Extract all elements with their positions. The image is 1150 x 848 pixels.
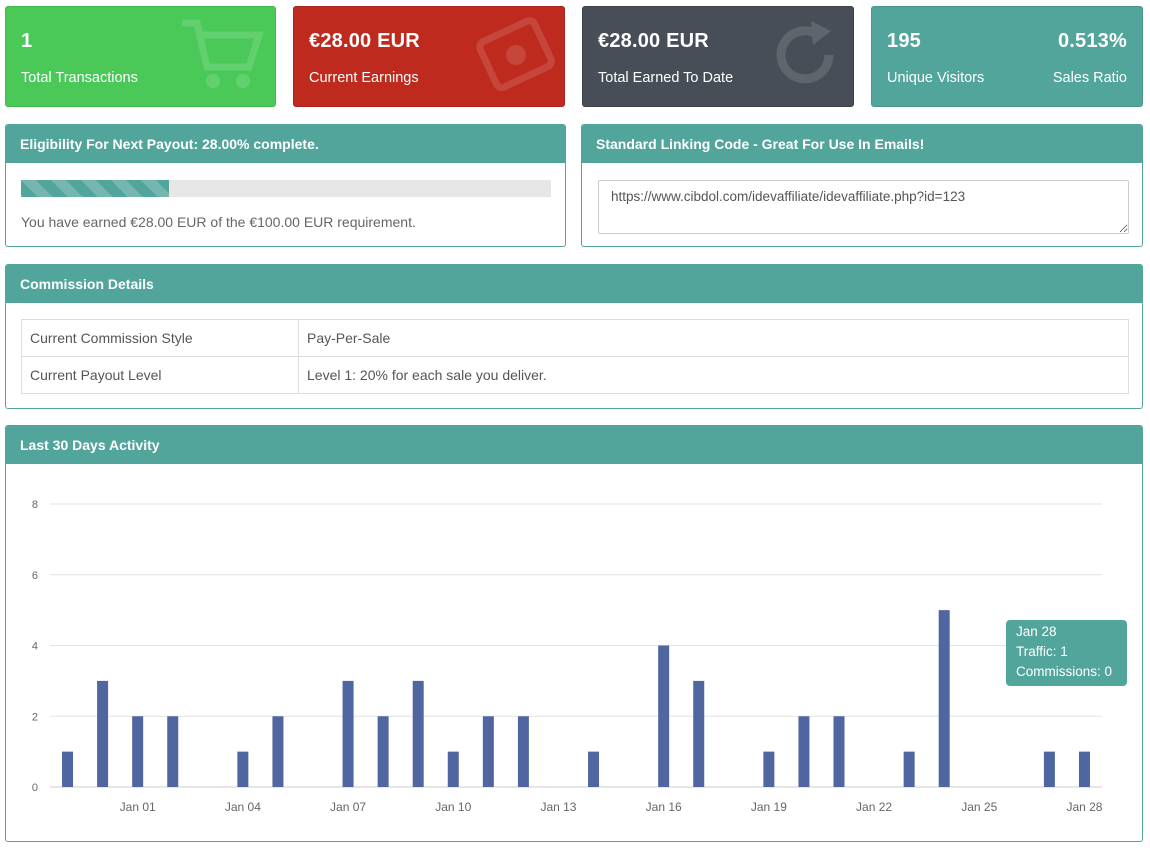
commission-details-table: Current Commission Style Pay-Per-Sale Cu… <box>21 319 1129 394</box>
stat-card-visitors: 195 Unique Visitors 0.513% Sales Ratio <box>871 6 1143 107</box>
y-tick-label: 6 <box>32 570 38 582</box>
y-tick-label: 4 <box>32 641 38 653</box>
x-tick-label: Jan 22 <box>856 800 892 814</box>
chart-bar <box>167 716 179 787</box>
chart-bar <box>132 716 144 787</box>
payout-progress-fill <box>21 180 170 197</box>
stat-card-current-earnings: €28.00 EUR Current Earnings <box>293 6 565 107</box>
chart-bar <box>342 680 354 787</box>
chart-bar <box>903 751 915 787</box>
x-tick-label: Jan 28 <box>1066 800 1102 814</box>
chart-bar <box>1078 751 1090 787</box>
money-icon <box>476 17 555 91</box>
activity-title: Last 30 Days Activity <box>6 426 1142 464</box>
stat-card-total-earned: €28.00 EUR Total Earned To Date <box>582 6 854 107</box>
chart-bar <box>97 680 109 787</box>
chart-bar <box>272 716 284 787</box>
sales-ratio-label: Sales Ratio <box>1052 70 1127 86</box>
commission-details-panel: Commission Details Current Commission St… <box>5 264 1143 409</box>
commission-details-title: Commission Details <box>6 265 1142 303</box>
chart-bar <box>447 751 459 787</box>
y-tick-label: 2 <box>32 711 38 723</box>
chart-bar <box>1043 751 1055 787</box>
chart-bar <box>517 716 529 787</box>
linking-code-title: Standard Linking Code - Great For Use In… <box>582 125 1142 163</box>
x-tick-label: Jan 04 <box>225 800 261 814</box>
tooltip-traffic: Traffic: 1 <box>1016 644 1068 659</box>
y-tick-label: 8 <box>32 499 38 511</box>
tooltip-commissions: Commissions: 0 <box>1016 664 1113 679</box>
linking-code-textarea[interactable] <box>598 180 1129 234</box>
tooltip-date: Jan 28 <box>1016 624 1057 639</box>
chart-bar <box>377 716 389 787</box>
chart-bar <box>763 751 775 787</box>
linking-code-panel: Standard Linking Code - Great For Use In… <box>581 124 1143 247</box>
table-row: Current Payout Level Level 1: 20% for ea… <box>21 356 1129 394</box>
table-row: Current Commission Style Pay-Per-Sale <box>21 319 1129 357</box>
chart-bar <box>938 610 950 787</box>
x-tick-label: Jan 19 <box>751 800 787 814</box>
transactions-label: Total Transactions <box>21 70 138 86</box>
total-earned-value: €28.00 EUR <box>598 30 709 52</box>
unique-visitors-value: 195 <box>887 30 921 52</box>
current-earnings-label: Current Earnings <box>309 70 419 86</box>
chart-bar <box>588 751 600 787</box>
payout-level-key: Current Payout Level <box>21 356 299 394</box>
payout-level-value: Level 1: 20% for each sale you deliver. <box>298 356 1129 394</box>
x-tick-label: Jan 13 <box>540 800 576 814</box>
current-earnings-value: €28.00 EUR <box>309 30 420 52</box>
chart-bar <box>658 645 670 787</box>
chart-bar <box>798 716 810 787</box>
refresh-icon <box>776 21 834 84</box>
total-earned-label: Total Earned To Date <box>598 70 734 86</box>
shopping-cart-icon <box>182 19 264 88</box>
stat-card-transactions: 1 Total Transactions <box>5 6 276 107</box>
x-tick-label: Jan 25 <box>961 800 997 814</box>
chart-bar <box>833 716 845 787</box>
payout-progress-bar <box>21 180 551 197</box>
chart-bar <box>482 716 494 787</box>
x-tick-label: Jan 01 <box>120 800 156 814</box>
payout-eligibility-title: Eligibility For Next Payout: 28.00% comp… <box>6 125 565 163</box>
x-tick-label: Jan 16 <box>646 800 682 814</box>
y-tick-label: 0 <box>32 782 38 794</box>
chart-bar <box>237 751 249 787</box>
chart-tooltip: Jan 28 Traffic: 1 Commissions: 0 <box>1006 620 1127 686</box>
commission-style-value: Pay-Per-Sale <box>298 319 1129 357</box>
transactions-value: 1 <box>21 30 33 52</box>
chart-bar <box>412 680 424 787</box>
sales-ratio-value: 0.513% <box>1057 30 1127 52</box>
payout-eligibility-panel: Eligibility For Next Payout: 28.00% comp… <box>5 124 566 247</box>
unique-visitors-label: Unique Visitors <box>887 70 985 86</box>
chart-bar <box>693 680 705 787</box>
payout-progress-text: You have earned €28.00 EUR of the €100.0… <box>21 214 416 230</box>
chart-bar <box>62 751 74 787</box>
x-tick-label: Jan 07 <box>330 800 366 814</box>
x-tick-label: Jan 10 <box>435 800 471 814</box>
activity-panel: Last 30 Days Activity <box>5 425 1143 842</box>
